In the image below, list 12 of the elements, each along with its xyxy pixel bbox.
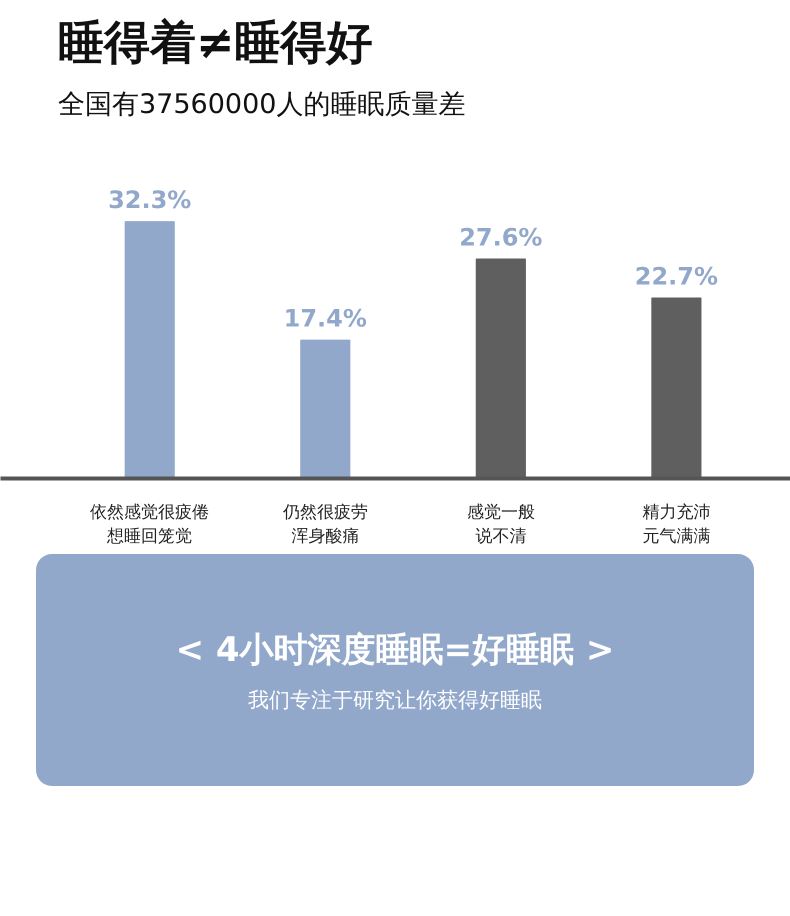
x-tick-label: 感觉一般说不清 bbox=[466, 502, 535, 547]
data-label: 22.7% bbox=[634, 262, 718, 291]
x-tick-label: 仍然很疲劳浑身酸痛 bbox=[282, 502, 368, 547]
x-tick-label: 精力充沛元气满满 bbox=[642, 502, 710, 547]
chart-subtitle: 全国有37560000人的睡眠质量差 bbox=[58, 88, 466, 122]
text: < 4小时深度睡眠=好睡眠 > bbox=[176, 628, 614, 672]
x-tick-label: 依然感觉很疲倦想睡回笼觉 bbox=[90, 502, 210, 547]
data-label: 17.4% bbox=[284, 304, 367, 333]
data-label: 32.3% bbox=[108, 186, 192, 214]
text: 我们专注于研究让你获得好睡眠 bbox=[246, 686, 543, 714]
data-label: 27.6% bbox=[459, 224, 542, 252]
chart-title: 睡得着≠睡得好 bbox=[58, 14, 373, 71]
